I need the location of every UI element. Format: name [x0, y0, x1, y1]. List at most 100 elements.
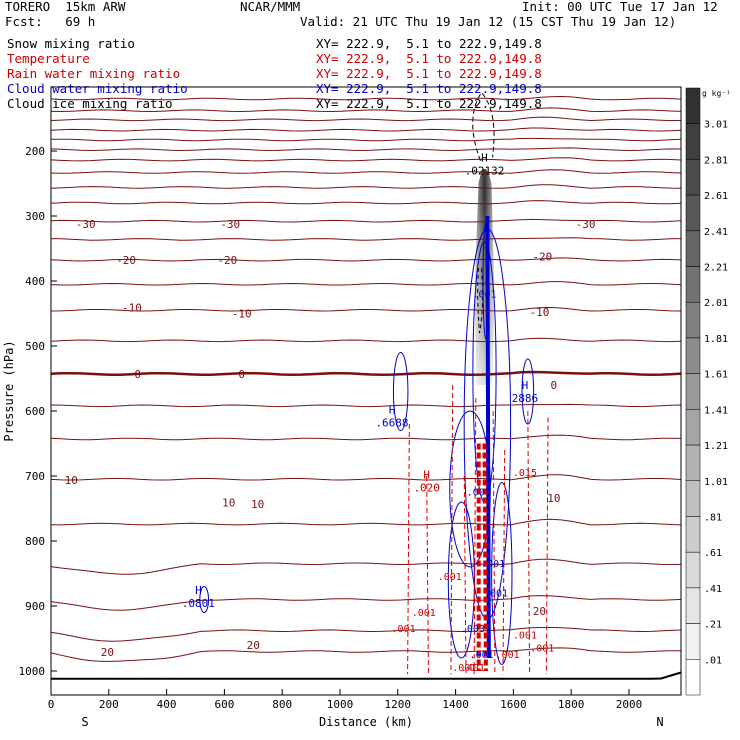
cloud-water-max-value: 2886	[512, 392, 539, 405]
temperature-label: 20	[247, 639, 260, 652]
temperature-label: 0	[238, 368, 245, 381]
isotherm-line	[50, 200, 682, 205]
cloud-contour-label: .001	[484, 588, 508, 599]
model-title: TORERO 15km ARW	[5, 0, 126, 14]
cloud-water-max-label: H	[389, 404, 396, 417]
isotherm-line	[50, 403, 682, 408]
temperature-label: -10	[232, 308, 252, 321]
cloud-water-max-value: .0801	[182, 597, 215, 610]
temperature-label: -30	[76, 218, 96, 231]
rain-contour	[492, 410, 496, 675]
isotherm-line	[50, 147, 682, 152]
x-tick-label: 1200	[385, 698, 412, 711]
isotherm-line	[50, 257, 682, 262]
colorbar-label: 1.01	[704, 477, 728, 488]
colorbar-label: .81	[704, 512, 722, 523]
x-tick-label: 2000	[616, 698, 643, 711]
temperature-label: 20	[101, 646, 114, 659]
colorbar-swatch	[685, 87, 701, 124]
y-tick-label: 400	[25, 275, 45, 288]
cloud-water-core	[485, 215, 491, 659]
isotherm-line	[50, 184, 682, 189]
colorbar-unit: g kg⁻¹	[702, 89, 731, 98]
rain-contour	[545, 417, 549, 675]
temperature-label: -30	[576, 218, 596, 231]
x-tick-label: 0	[48, 698, 55, 711]
colorbar-label: 2.21	[704, 263, 728, 274]
rain-contour	[502, 449, 506, 675]
x-tick-label: 1600	[500, 698, 527, 711]
snow-max-value: .02132	[465, 164, 505, 177]
colorbar-label: 3.01	[704, 120, 728, 131]
rain-contour-label: .001	[412, 608, 436, 619]
cloud-water-max-label: H	[195, 584, 202, 597]
colorbar-label: .41	[704, 584, 722, 595]
y-tick-label: 1000	[19, 665, 46, 678]
colorbar-swatch	[685, 409, 701, 446]
rain-contour-label: .015	[513, 468, 537, 479]
legend-name-cloud-water: Cloud water mixing ratio	[7, 81, 188, 96]
cloud-contour-label: .001	[481, 559, 505, 570]
y-tick-label: 200	[25, 145, 45, 158]
temperature-label: -20	[116, 254, 136, 267]
isotherm-line	[50, 157, 682, 162]
temperature-label: 0	[551, 379, 558, 392]
legend-name-temperature: Temperature	[7, 51, 90, 66]
cloud-water-contour	[392, 352, 409, 431]
isotherm-line	[50, 281, 682, 286]
rain-contour	[407, 423, 410, 675]
legend-range-rain: XY= 222.9, 5.1 to 222.9,149.8	[316, 66, 542, 81]
isotherm-line	[50, 647, 682, 662]
isotherm-line	[50, 127, 682, 132]
colorbar-label: 2.41	[704, 227, 728, 238]
colorbar-swatch	[685, 337, 701, 374]
x-tick-label: 1000	[327, 698, 354, 711]
rain-contour-label: .401	[461, 663, 485, 674]
colorbar-swatch	[685, 587, 701, 624]
rain-max-label: H	[423, 469, 430, 482]
y-axis-label: Pressure (hPa)	[2, 340, 16, 441]
rain-contour-label: .001	[513, 631, 537, 642]
isotherm-line	[50, 370, 682, 376]
temperature-label: 10	[65, 474, 78, 487]
rain-max-value: .020	[413, 482, 440, 495]
temperature-label: 0	[134, 368, 141, 381]
snow-max-label: H	[481, 151, 488, 164]
colorbar-label: 1.61	[704, 370, 728, 381]
colorbar-label: 2.81	[704, 155, 728, 166]
colorbar-swatch	[685, 480, 701, 517]
plot-frame	[50, 86, 682, 696]
south-label: S	[81, 715, 88, 729]
colorbar-label: 1.21	[704, 441, 728, 452]
isotherm-line	[50, 107, 682, 113]
x-tick-label: 200	[99, 698, 119, 711]
cloud-water-max-label: H	[522, 379, 529, 392]
temperature-label: 10	[547, 492, 560, 505]
isotherm-line	[50, 237, 682, 241]
rain-contour-label: .001	[452, 663, 476, 674]
isotherm-line	[50, 558, 682, 575]
colorbar-swatch	[685, 551, 701, 589]
cloud-water-contour	[447, 501, 475, 659]
colorbar-swatch	[685, 266, 701, 303]
legend-name-rain: Rain water mixing ratio	[7, 66, 181, 81]
x-axis-label: Distance (km)	[319, 715, 413, 729]
cloud-ice-contour	[477, 267, 484, 334]
x-tick-label: 600	[214, 698, 234, 711]
legend-range-snow: XY= 222.9, 5.1 to 222.9,149.8	[316, 36, 542, 51]
legend-name-snow: Snow mixing ratio	[7, 36, 135, 51]
x-tick-label: 800	[272, 698, 292, 711]
isotherm-line	[50, 434, 682, 441]
cloud-contour-label: .001	[467, 488, 491, 499]
colorbar-label: 1.41	[704, 405, 728, 416]
colorbar-label: 1.81	[704, 334, 728, 345]
temperature-label: -30	[220, 218, 240, 231]
y-tick-label: 500	[25, 340, 45, 353]
colorbar-swatch	[685, 159, 701, 196]
legend-range-temperature: XY= 222.9, 5.1 to 222.9,149.8	[316, 51, 542, 66]
temperature-label: -20	[217, 254, 237, 267]
north-label: N	[656, 715, 663, 729]
temperature-label: 20	[533, 605, 546, 618]
y-tick-label: 900	[25, 600, 45, 613]
y-tick-label: 800	[25, 535, 45, 548]
